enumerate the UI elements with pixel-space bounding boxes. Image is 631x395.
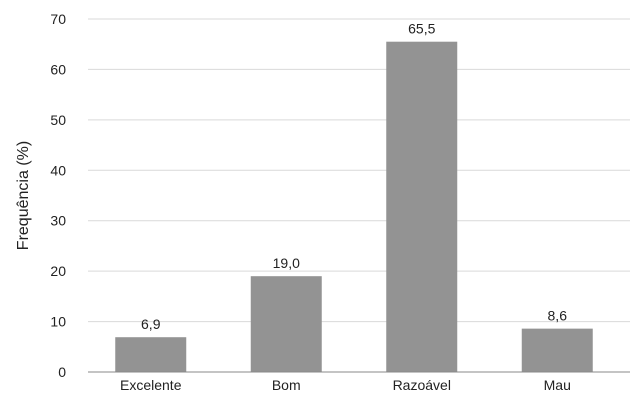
x-tick-label: Mau <box>544 377 571 393</box>
y-tick-label: 0 <box>58 364 66 380</box>
y-tick-label: 60 <box>50 61 66 77</box>
bars <box>115 41 593 372</box>
x-tick-label: Bom <box>272 377 301 393</box>
y-tick-label: 20 <box>50 263 66 279</box>
y-axis-title: Frequência (%) <box>15 141 32 250</box>
bar-excelente <box>115 337 187 372</box>
data-labels: 6,9 19,0 65,5 8,6 <box>141 21 567 333</box>
data-label: 6,9 <box>141 316 161 332</box>
data-label: 65,5 <box>408 21 435 37</box>
data-label: 19,0 <box>273 255 300 271</box>
y-tick-label: 70 <box>50 11 66 27</box>
gridlines <box>88 18 630 323</box>
y-tick-label: 10 <box>50 314 66 330</box>
x-axis-ticks: Excelente Bom Razoável Mau <box>120 377 571 393</box>
y-axis-ticks: 0 10 20 30 40 50 60 70 <box>50 11 66 380</box>
y-tick-label: 40 <box>50 162 66 178</box>
y-tick-label: 30 <box>50 213 66 229</box>
x-tick-label: Razoável <box>393 377 451 393</box>
bar-razoável <box>386 41 458 372</box>
x-tick-label: Excelente <box>120 377 182 393</box>
y-tick-label: 50 <box>50 112 66 128</box>
data-label: 8,6 <box>548 308 568 324</box>
bar-bom <box>250 276 322 372</box>
bar-mau <box>521 328 593 372</box>
